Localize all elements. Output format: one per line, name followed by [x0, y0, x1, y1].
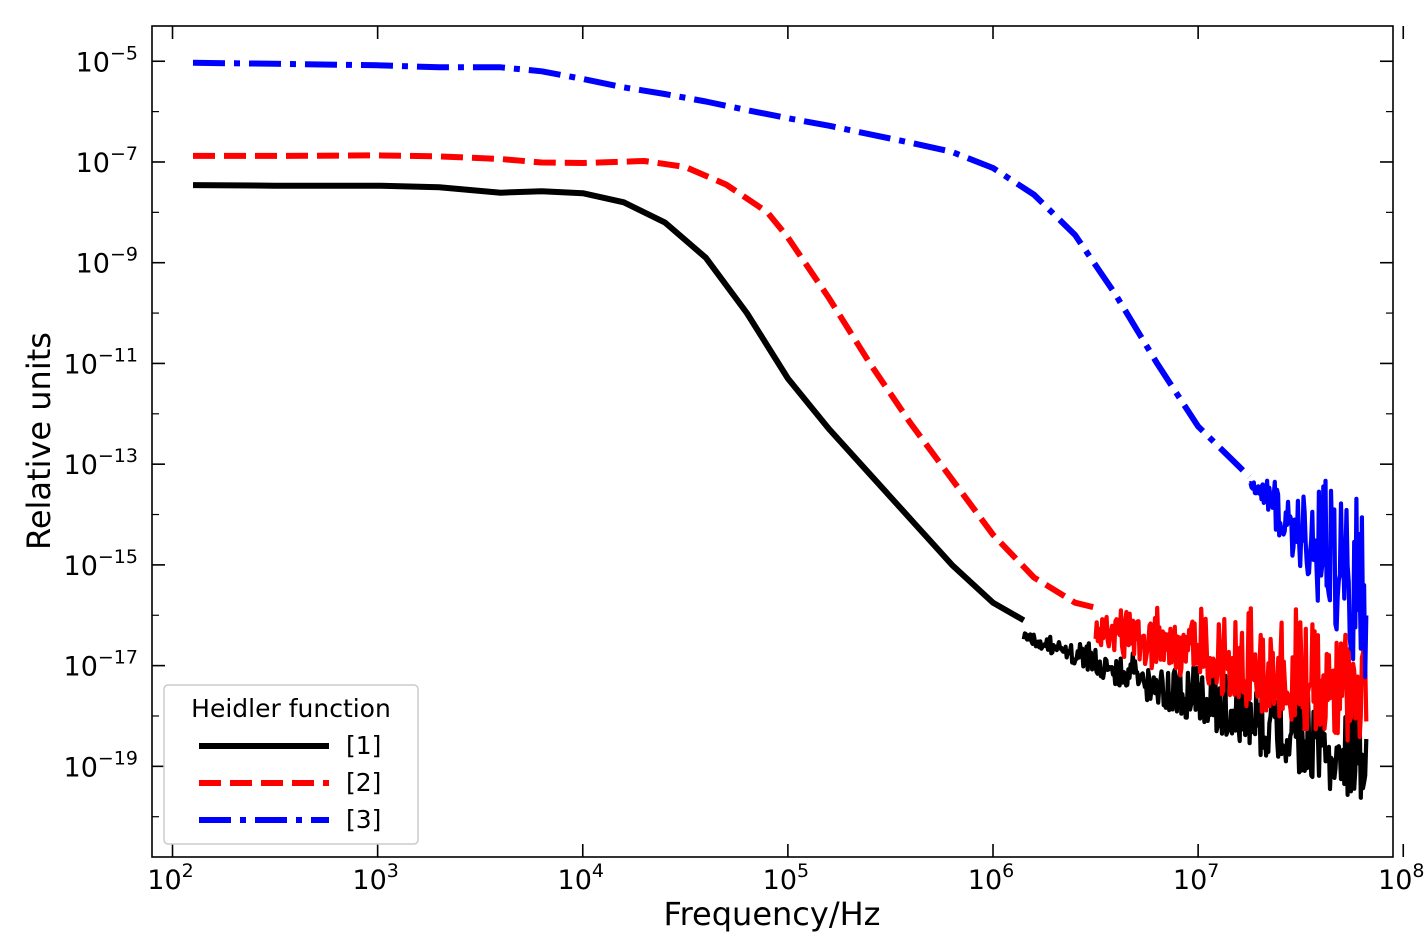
y-tick-label: 10−15 — [64, 546, 138, 582]
x-tick-label: 108 — [1378, 860, 1424, 896]
legend-label-1: [1] — [346, 731, 381, 760]
x-tick-label: 105 — [763, 860, 809, 896]
x-tick-label: 106 — [968, 860, 1014, 896]
y-axis-label: Relative units — [20, 332, 58, 550]
x-axis-label: Frequency/Hz — [664, 895, 881, 933]
y-tick-label: 10−5 — [76, 42, 138, 78]
x-tick-label: 103 — [352, 860, 398, 896]
series-noise-1 — [1021, 631, 1369, 800]
y-tick-label: 10−9 — [76, 244, 138, 280]
y-tick-label: 10−7 — [76, 143, 138, 179]
tick-layer: 102 103 104 105 106 107 108 10−5 10−7 10−9 10−11 10… — [64, 26, 1424, 896]
legend-label-3: [3] — [346, 805, 381, 834]
series-line-1 — [192, 182, 1026, 623]
legend-box — [163, 684, 419, 845]
series-noise-2 — [1093, 605, 1369, 743]
y-tick-label: 10−19 — [64, 747, 138, 783]
series-line-2 — [193, 152, 1097, 611]
x-tick-label: 107 — [1173, 860, 1219, 896]
x-tick-label: 104 — [558, 860, 604, 896]
plot-frame — [151, 25, 1394, 858]
y-tick-label: 10−13 — [64, 445, 138, 481]
x-tick-label: 102 — [147, 860, 193, 896]
series-layer — [192, 59, 1369, 800]
series-noise-3 — [1248, 478, 1369, 680]
series-line-3 — [192, 59, 1252, 479]
y-tick-label: 10−11 — [64, 344, 138, 380]
y-tick-label: 10−17 — [64, 647, 138, 683]
legend-label-2: [2] — [346, 768, 381, 797]
legend: Heidler function [1] [2] [3] — [163, 684, 419, 845]
legend-title: Heidler function — [191, 694, 391, 723]
